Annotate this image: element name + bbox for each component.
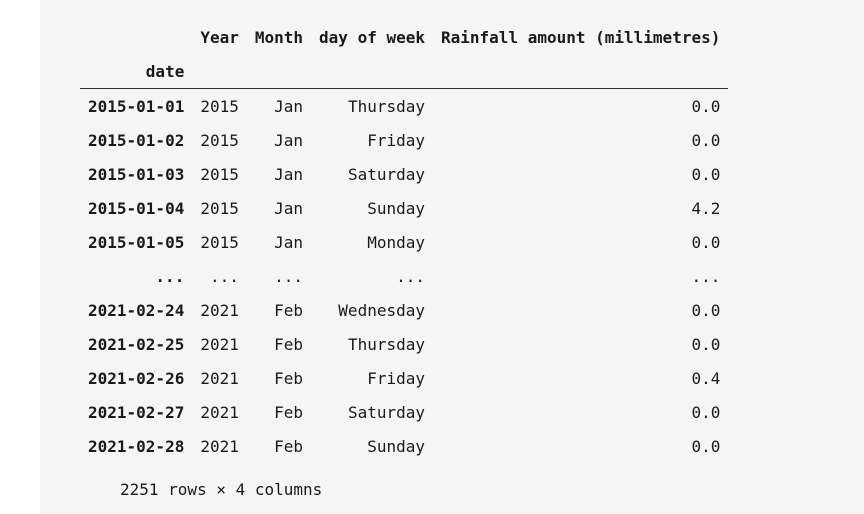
cell-day-of-week: Monday [367, 232, 425, 252]
cell-rainfall: 0.0 [691, 436, 721, 456]
table-row: 2015-01-01 2015 Jan Thursday 0.0 [80, 89, 728, 124]
cell-month: Jan [274, 232, 304, 252]
table-row: 2015-01-03 2015 Jan Saturday 0.0 [80, 157, 728, 191]
column-header-month: Month [254, 27, 304, 47]
row-index-date: 2021-02-24 [88, 300, 185, 320]
cell-day-of-week: Sunday [367, 436, 425, 456]
cell-rainfall: 4.2 [691, 198, 721, 218]
cell-day-of-week: ... [396, 266, 425, 286]
cell-month: ... [274, 266, 304, 286]
row-count-footer: 2251 rows × 4 columns [120, 480, 323, 499]
row-index-date: 2015-01-05 [88, 232, 185, 252]
cell-year: 2021 [200, 334, 239, 354]
cell-day-of-week: Friday [367, 368, 425, 388]
table-row: 2021-02-28 2021 Feb Sunday 0.0 [80, 429, 728, 463]
cell-day-of-week: Saturday [347, 402, 425, 422]
index-header-blank [80, 20, 192, 54]
table-row: 2015-01-02 2015 Jan Friday 0.0 [80, 123, 728, 157]
cell-day-of-week: Saturday [347, 164, 425, 184]
cell-month: Jan [274, 164, 304, 184]
cell-month: Jan [274, 130, 304, 150]
cell-year: 2015 [200, 96, 239, 116]
table-row: 2021-02-25 2021 Feb Thursday 0.0 [80, 327, 728, 361]
row-index-date: 2015-01-03 [88, 164, 185, 184]
row-index-date: ... [155, 266, 185, 286]
cell-year: 2015 [200, 130, 239, 150]
cell-rainfall: 0.4 [691, 368, 721, 388]
cell-month: Feb [274, 334, 304, 354]
row-index-date: 2021-02-25 [88, 334, 185, 354]
cell-year: 2021 [200, 402, 239, 422]
cell-day-of-week: Thursday [347, 334, 425, 354]
table-body: 2015-01-01 2015 Jan Thursday 0.0 2015-01-02 20… [80, 89, 728, 464]
table-row: 2021-02-24 2021 Feb Wednesday 0.0 [80, 293, 728, 327]
cell-rainfall: 0.0 [691, 300, 721, 320]
column-header-day-of-week: day of week [319, 27, 425, 47]
row-index-date: 2021-02-26 [88, 368, 185, 388]
cell-month: Feb [274, 368, 304, 388]
index-name-date: date [80, 54, 193, 89]
cell-rainfall: 0.0 [691, 334, 721, 354]
table-row: 2015-01-05 2015 Jan Monday 0.0 [80, 225, 728, 259]
row-index-date: 2021-02-28 [88, 436, 185, 456]
cell-month: Jan [274, 198, 304, 218]
table-row: 2021-02-26 2021 Feb Friday 0.4 [80, 361, 728, 395]
table-row: 2015-01-04 2015 Jan Sunday 4.2 [80, 191, 728, 225]
row-index-date: 2021-02-27 [88, 402, 185, 422]
cell-rainfall: 0.0 [691, 164, 721, 184]
column-header-year: Year [200, 27, 239, 47]
cell-year: 2015 [200, 164, 239, 184]
index-name-row: date [80, 54, 729, 89]
cell-year: 2021 [200, 368, 239, 388]
cell-year: 2015 [200, 198, 239, 218]
cell-year: 2015 [200, 232, 239, 252]
row-index-date: 2015-01-02 [88, 130, 185, 150]
cell-year: ... [209, 266, 239, 286]
cell-day-of-week: Wednesday [338, 300, 425, 320]
cell-year: 2021 [200, 436, 239, 456]
dataframe-table: Year Month day of week Rainfall amount (… [80, 20, 729, 464]
column-header-rainfall: Rainfall amount (millimetres) [441, 27, 721, 47]
cell-year: 2021 [200, 300, 239, 320]
cell-day-of-week: Sunday [367, 198, 425, 218]
cell-month: Feb [274, 436, 304, 456]
cell-rainfall: 0.0 [691, 402, 721, 422]
cell-rainfall: 0.0 [691, 130, 721, 150]
cell-rainfall: 0.0 [691, 96, 721, 116]
cell-day-of-week: Friday [367, 130, 425, 150]
row-index-date: 2015-01-04 [88, 198, 185, 218]
cell-month: Jan [274, 96, 304, 116]
cell-month: Feb [274, 300, 304, 320]
cell-day-of-week: Thursday [347, 96, 425, 116]
cell-month: Feb [274, 402, 304, 422]
cell-rainfall: 0.0 [691, 232, 721, 252]
header-row: Year Month day of week Rainfall amount (… [80, 20, 728, 54]
cell-rainfall: ... [691, 266, 721, 286]
table-row: 2021-02-27 2021 Feb Saturday 0.0 [80, 395, 728, 429]
output-panel: Year Month day of week Rainfall amount (… [40, 0, 864, 514]
table-row: ............... [80, 259, 728, 293]
row-index-date: 2015-01-01 [88, 96, 185, 116]
